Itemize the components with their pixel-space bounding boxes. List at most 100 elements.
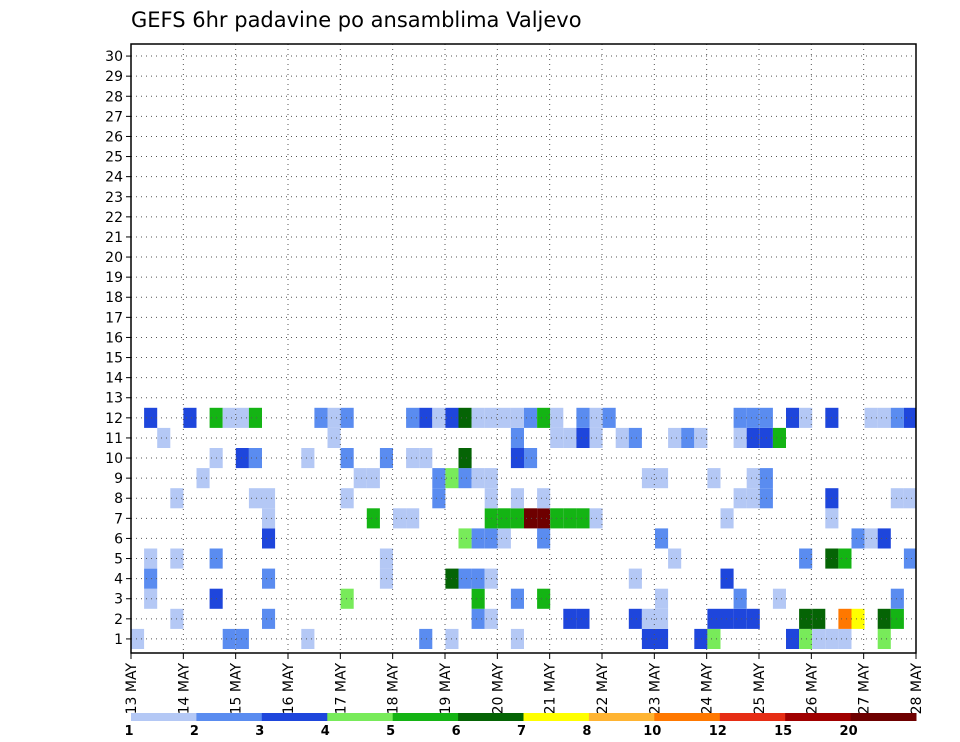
- heatmap-cell: [707, 608, 721, 629]
- heatmap-cell: [248, 407, 262, 428]
- heatmap-cell: [471, 568, 485, 589]
- heatmap-cell: [746, 407, 760, 428]
- y-tick-label: 7: [114, 511, 123, 527]
- heatmap-cell: [131, 628, 145, 649]
- heatmap-cell: [327, 407, 341, 428]
- y-tick-label: 29: [105, 69, 123, 85]
- y-tick-label: 11: [105, 431, 123, 447]
- heatmap-cell: [406, 508, 420, 529]
- heatmap-cell: [235, 407, 249, 428]
- heatmap-cell: [707, 468, 721, 489]
- heatmap-cell: [458, 468, 472, 489]
- heatmap-cell: [838, 608, 852, 629]
- heatmap-cell: [576, 608, 590, 629]
- heatmap-cell: [890, 488, 904, 509]
- colorbar-swatch: [392, 713, 459, 721]
- colorbar-label: 5: [386, 724, 395, 739]
- x-tick-label: 27 MAY: [857, 663, 873, 715]
- x-tick-label: 19 MAY: [438, 663, 454, 715]
- heatmap-cell: [537, 508, 551, 529]
- heatmap-cell: [510, 508, 524, 529]
- heatmap-cell: [877, 407, 891, 428]
- heatmap-cell: [327, 427, 341, 448]
- heatmap-cell: [786, 407, 800, 428]
- colorbar-label: 10: [643, 724, 661, 739]
- heatmap-cell: [262, 488, 276, 509]
- heatmap-cell: [628, 608, 642, 629]
- colorbar-label: 8: [582, 724, 591, 739]
- heatmap-cell: [183, 407, 197, 428]
- x-tick-label: 21 MAY: [543, 663, 559, 715]
- heatmap-cell: [510, 628, 524, 649]
- y-tick-label: 8: [114, 491, 123, 507]
- x-tick-label: 17 MAY: [333, 663, 349, 715]
- y-tick-label: 15: [105, 351, 123, 367]
- heatmap-cell: [746, 488, 760, 509]
- heatmap-cell: [720, 608, 734, 629]
- heatmap-cell: [799, 548, 813, 569]
- heatmap-cell: [628, 568, 642, 589]
- heatmap-cell: [510, 588, 524, 609]
- heatmap-cell: [144, 548, 158, 569]
- heatmap-cell: [890, 407, 904, 428]
- heatmap-cell: [497, 407, 511, 428]
- heatmap-cell: [720, 568, 734, 589]
- colorbar-label: 6: [452, 724, 461, 739]
- heatmap-cell: [851, 528, 865, 549]
- y-tick-label: 30: [105, 49, 123, 65]
- heatmap-cell: [903, 407, 916, 428]
- heatmap-cell: [419, 448, 433, 469]
- heatmap-cell: [641, 628, 655, 649]
- x-tick-label: 13 MAY: [124, 663, 140, 715]
- heatmap-cell: [235, 628, 249, 649]
- colorbar-swatch: [588, 713, 655, 721]
- colorbar-swatch: [850, 713, 917, 721]
- heatmap-cell: [262, 608, 276, 629]
- heatmap-cell: [537, 588, 551, 609]
- x-axis: 13 MAY 14 MAY 15 MAY 16 MAY 17 MAY 18 MAY 19 M…: [124, 653, 925, 714]
- heatmap-cell: [353, 468, 367, 489]
- heatmap-cell: [262, 528, 276, 549]
- heatmap-cell: [471, 608, 485, 629]
- heatmap-cell: [812, 628, 826, 649]
- heatmap-cell: [471, 407, 485, 428]
- heatmap-cell: [733, 608, 747, 629]
- heatmap-cell: [432, 407, 446, 428]
- heatmap-cell: [497, 508, 511, 529]
- heatmap-cell: [641, 468, 655, 489]
- y-axis: 1234567891011121314151617181920212223242…: [105, 49, 131, 648]
- colorbar-label: 20: [840, 724, 858, 739]
- heatmap-cell: [144, 568, 158, 589]
- heatmap-cell: [903, 488, 916, 509]
- heatmap-cell: [707, 628, 721, 649]
- heatmap-cell: [799, 608, 813, 629]
- heatmap-cell: [733, 407, 747, 428]
- heatmap-cell: [524, 508, 538, 529]
- y-tick-label: 22: [105, 210, 123, 226]
- heatmap-cell: [340, 588, 354, 609]
- y-tick-label: 26: [105, 129, 123, 145]
- heatmap-cell: [458, 568, 472, 589]
- heatmap-cell: [458, 407, 472, 428]
- heatmap-cell: [615, 427, 629, 448]
- x-tick-label: 16 MAY: [281, 663, 297, 715]
- heatmap-cell: [694, 427, 708, 448]
- grid-lines: [131, 44, 916, 653]
- heatmap-cell: [537, 407, 551, 428]
- chart-title: GEFS 6hr padavine po ansamblima Valjevo: [131, 8, 582, 32]
- heatmap-cell: [497, 528, 511, 549]
- heatmap-cell: [720, 508, 734, 529]
- heatmap-cell: [733, 488, 747, 509]
- colorbar-swatch: [654, 713, 721, 721]
- y-tick-label: 1: [114, 632, 123, 648]
- y-tick-label: 14: [105, 371, 123, 387]
- colorbar-swatch: [131, 713, 197, 721]
- y-tick-label: 27: [105, 109, 123, 125]
- heatmap-cell: [301, 448, 315, 469]
- heatmap-cell: [406, 448, 420, 469]
- heatmap-cell: [641, 608, 655, 629]
- y-tick-label: 23: [105, 190, 123, 206]
- y-tick-label: 6: [114, 531, 123, 547]
- heatmap-cells: [131, 407, 916, 649]
- heatmap-cell: [786, 628, 800, 649]
